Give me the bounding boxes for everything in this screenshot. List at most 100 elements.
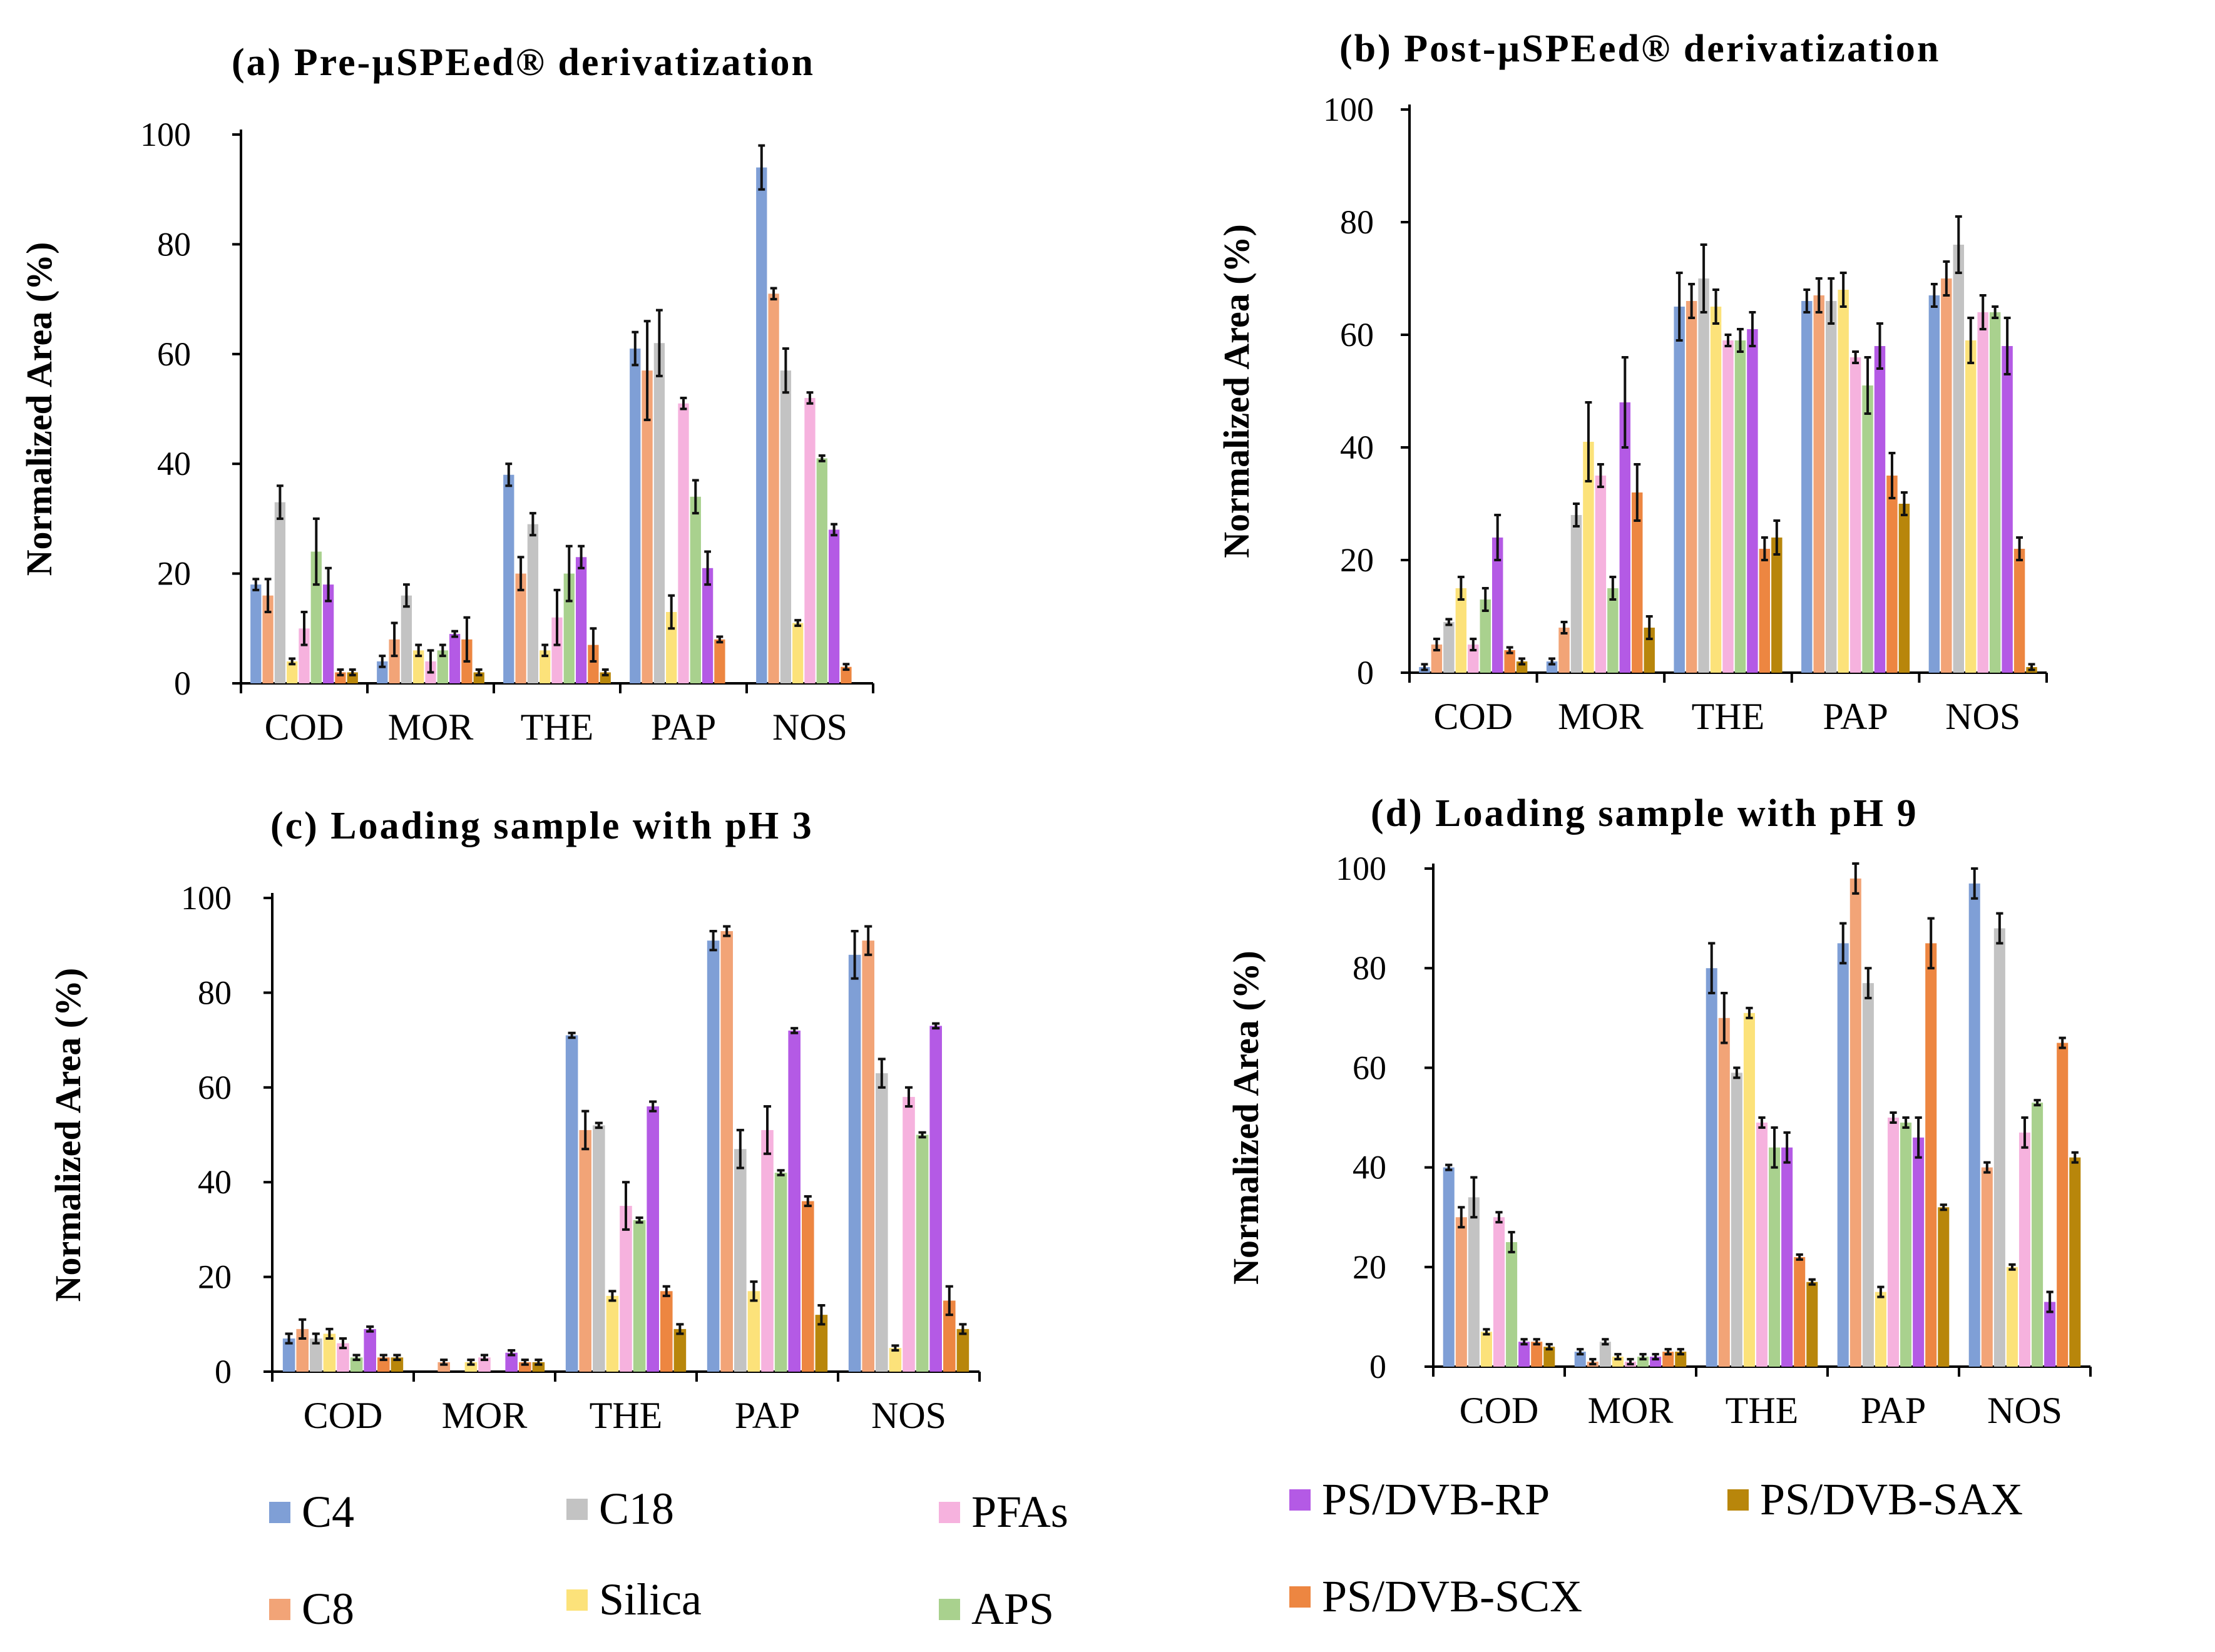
error-bar xyxy=(1518,657,1526,666)
bar-c18-nos xyxy=(876,1073,888,1372)
bar-ps-dvb-rp-the xyxy=(575,557,587,683)
legend-item-c8: C8 xyxy=(269,1583,354,1635)
error-bar xyxy=(475,668,483,676)
y-tick-label: 60 xyxy=(198,1069,232,1106)
error-bar xyxy=(1708,942,1716,994)
error-bar xyxy=(590,627,597,663)
error-bar xyxy=(1737,328,1744,353)
error-bar xyxy=(704,550,712,586)
error-bar xyxy=(480,1354,489,1362)
bar-ps-dvb-scx-pap xyxy=(1886,476,1898,673)
chart-panel-c: (c) Loading sample with pH 3 Normalized A… xyxy=(48,805,981,1436)
error-bar xyxy=(264,578,272,613)
bar-pfas-the xyxy=(551,617,563,683)
bar-c8-cod xyxy=(262,595,274,683)
error-bar xyxy=(1652,1353,1659,1361)
bar-c8-pap xyxy=(1813,295,1824,673)
error-bar xyxy=(1943,260,1950,297)
bar-aps-the xyxy=(633,1220,646,1372)
y-tick-label: 100 xyxy=(140,116,191,153)
error-bar xyxy=(300,610,308,646)
bar-c8-the xyxy=(515,573,526,683)
bar-pfas-nos xyxy=(2018,1132,2031,1367)
bar-aps-nos xyxy=(816,458,827,683)
error-bar xyxy=(1979,294,1987,330)
bar-c4-nos xyxy=(756,167,767,683)
error-bar xyxy=(817,1304,826,1326)
error-bar xyxy=(635,1216,643,1224)
bar-c18-pap xyxy=(653,343,665,683)
error-bar xyxy=(864,925,872,956)
error-bar xyxy=(1585,401,1592,482)
error-bar xyxy=(1483,1328,1490,1336)
error-bar xyxy=(1890,1111,1897,1124)
chart-title: (b) Post-µSPEed® derivatization xyxy=(1339,28,1940,70)
error-bar xyxy=(777,1169,785,1176)
error-bar xyxy=(439,643,446,658)
error-bar xyxy=(2021,1116,2028,1149)
error-bar xyxy=(565,544,573,603)
category-label: PAP xyxy=(1823,696,1888,737)
bar-ps-dvb-scx-cod xyxy=(1504,650,1515,673)
legend-label: PS/DVB-SAX xyxy=(1760,1474,2023,1524)
error-bar xyxy=(1839,272,1847,308)
legend-item-ps-dvb-sax: PS/DVB-SAX xyxy=(1727,1474,2023,1526)
bar-aps-pap xyxy=(1862,385,1873,673)
error-bar xyxy=(1771,1126,1778,1169)
category-label: PAP xyxy=(1861,1390,1926,1431)
bar-ps-dvb-scx-mor xyxy=(1632,492,1643,673)
error-bar xyxy=(1520,1338,1528,1346)
bar-ps-dvb-rp-mor xyxy=(505,1352,518,1372)
bar-aps-mor xyxy=(437,650,448,683)
bar-c4-the xyxy=(503,474,514,683)
bar-ps-dvb-scx-pap xyxy=(714,639,725,683)
legend-label: C18 xyxy=(599,1484,675,1534)
error-bar xyxy=(1470,1176,1478,1219)
bar-c8-cod xyxy=(1455,1217,1467,1367)
bar-ps-dvb-sax-nos xyxy=(956,1328,969,1372)
bar-c4-nos xyxy=(1928,295,1940,673)
chart-panel-d: (d) Loading sample with pH 9 Normalized A… xyxy=(1225,792,2092,1431)
error-bar xyxy=(1773,519,1781,556)
error-bar xyxy=(517,556,524,591)
error-bar xyxy=(1983,1161,1991,1174)
bar-aps-nos xyxy=(2032,1103,2044,1367)
bar-pfas-pap xyxy=(761,1129,774,1372)
bar-silica-mor xyxy=(413,650,424,683)
error-bar xyxy=(1796,1253,1803,1261)
error-bar xyxy=(1421,663,1428,671)
error-bar xyxy=(415,643,422,658)
y-tick-label: 60 xyxy=(1340,316,1374,354)
bar-c8-pap xyxy=(1849,878,1861,1367)
bar-aps-cod xyxy=(1506,1242,1518,1367)
error-bar xyxy=(299,1318,307,1340)
bar-silica-the xyxy=(1743,1012,1755,1367)
bar-c8-mor xyxy=(1558,628,1570,673)
error-bar xyxy=(1877,1285,1885,1298)
bar-pfas-mor xyxy=(1595,476,1607,673)
error-bar xyxy=(1560,621,1568,635)
error-bar xyxy=(529,512,536,537)
error-bar xyxy=(366,1325,374,1333)
error-bar xyxy=(451,630,459,638)
category-label: THE xyxy=(590,1395,663,1436)
bar-ps-dvb-rp-mor xyxy=(449,634,461,683)
bar-aps-pap xyxy=(690,496,701,683)
bar-c18-the xyxy=(1731,1073,1742,1367)
error-bar xyxy=(877,1058,886,1089)
legend-swatch xyxy=(566,1589,588,1611)
error-bar xyxy=(1597,463,1604,488)
error-bar xyxy=(1864,356,1871,415)
error-bar xyxy=(676,1323,684,1335)
error-bar xyxy=(289,657,296,666)
bar-ps-dvb-scx-cod xyxy=(1531,1342,1543,1367)
y-tick-label: 40 xyxy=(198,1163,232,1201)
error-bar xyxy=(736,1128,744,1170)
error-bar xyxy=(252,578,260,591)
error-bar xyxy=(1688,283,1696,319)
legend-item-silica: Silica xyxy=(566,1574,702,1626)
error-bar xyxy=(649,1100,657,1113)
y-tick-label: 40 xyxy=(1340,429,1374,466)
bar-silica-cod xyxy=(287,661,298,683)
error-bar xyxy=(1627,1358,1634,1366)
